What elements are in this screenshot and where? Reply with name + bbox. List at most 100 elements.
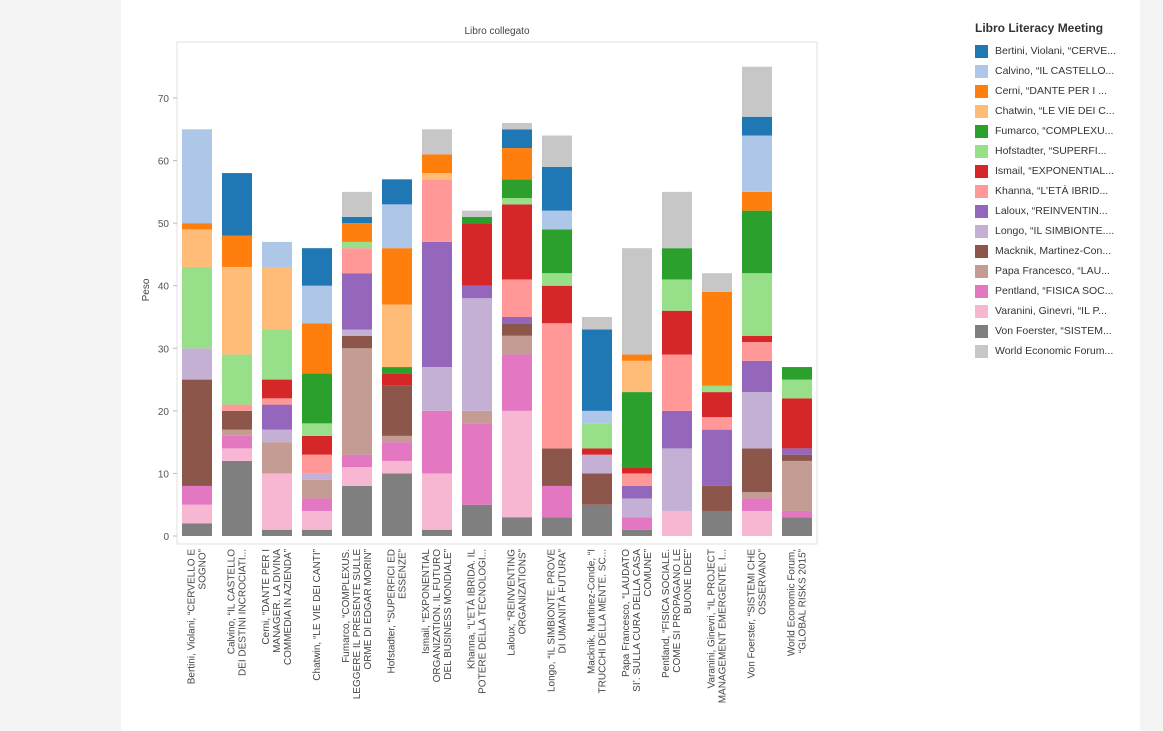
y-tick-label: 20 [158, 407, 170, 418]
legend-label: Khanna, “L’ETÀ IBRID... [995, 185, 1109, 197]
legend-item[interactable]: Papa Francesco, “LAU... [975, 261, 1145, 281]
legend-item[interactable]: Longo, “IL SIMBIONTE.... [975, 221, 1145, 241]
y-tick-label: 30 [158, 344, 170, 355]
bar-segment [342, 335, 372, 349]
bar-segment [782, 398, 812, 449]
legend-swatch [975, 124, 988, 138]
legend-swatch [975, 224, 988, 238]
bar-segment [742, 360, 772, 393]
x-tick-label-line: COME SI PROPAGANO LE [672, 549, 683, 673]
bar-segment [542, 485, 572, 518]
bar-segment [542, 273, 572, 286]
bar-segment [782, 367, 812, 380]
legend-label: Varanini, Ginevri, “IL P... [995, 305, 1107, 317]
bar-segment [382, 373, 412, 386]
x-tick-label-line: Laloux, “REINVENTING [507, 549, 518, 656]
x-tick-label-line: Varanini, Ginevri, “IL PROJECT [707, 549, 718, 688]
x-tick-label: World Economic Forum, “GLOBAL RISKS 2015” [787, 549, 809, 656]
bar-segment [382, 435, 412, 443]
y-axis-label: Peso [141, 278, 152, 301]
bar-segment [422, 473, 452, 530]
legend-item[interactable]: Hofstadter, “SUPERFI... [975, 141, 1145, 161]
bar-segment [302, 435, 332, 455]
bar-segment [582, 317, 612, 330]
bar-segment [262, 429, 292, 443]
bar-segment [742, 116, 772, 136]
bar-segment [342, 329, 372, 336]
bar-segment [182, 348, 212, 380]
x-tick-label-line: COMMEDIA IN AZIENDA” [283, 549, 294, 665]
bar-segment [622, 354, 652, 361]
bar-segment [742, 448, 772, 493]
bar-segment [582, 473, 612, 505]
legend-item[interactable]: Cerni, “DANTE PER I ... [975, 81, 1145, 101]
bar-segment [382, 367, 412, 374]
bar-segment [222, 435, 252, 449]
bar-segment [222, 429, 252, 436]
x-tick-label: Bertini, Violani, “CERVELLO E SOGNO” [187, 549, 209, 685]
bar-segment [382, 473, 412, 536]
bar-segment [422, 179, 452, 242]
legend-swatch [975, 84, 988, 98]
legend-item[interactable]: World Economic Forum... [975, 341, 1145, 361]
legend-label: Calvino, “IL CASTELLO... [995, 65, 1115, 77]
legend-item[interactable]: Von Foerster, “SISTEM... [975, 321, 1145, 341]
bar-segment [222, 448, 252, 461]
bar-segment [782, 448, 812, 455]
bar-segment [502, 354, 532, 411]
x-tick-label-line: OSSERVANO” [758, 549, 769, 615]
legend-item[interactable]: Macknik, Martinez-Con... [975, 241, 1145, 261]
x-tick-label: Papa Francesco, “LAUDATO SI’. SULLA CURA … [621, 549, 654, 692]
bar-segment [462, 423, 492, 505]
bar-segment [502, 279, 532, 317]
legend-item[interactable]: Laloux, “REINVENTIN... [975, 201, 1145, 221]
bar-segment [582, 504, 612, 536]
bar-segment [742, 273, 772, 336]
bar-segment [502, 204, 532, 280]
x-tick-label-line: TRUCCHI DELLA MENTE. SC... [598, 549, 609, 693]
bar-segment [702, 291, 732, 386]
bar-segment [542, 210, 572, 230]
legend-swatch [975, 44, 988, 58]
bar-segment [222, 460, 252, 536]
legend-item[interactable]: Varanini, Ginevri, “IL P... [975, 301, 1145, 321]
bar-segment [622, 529, 652, 536]
bar-segment [502, 335, 532, 355]
legend-item[interactable]: Khanna, “L’ETÀ IBRID... [975, 181, 1145, 201]
legend-item[interactable]: Chatwin, “LE VIE DEI C... [975, 101, 1145, 121]
bar-segment [422, 129, 452, 155]
bar-segment [622, 485, 652, 499]
bar-segment [262, 241, 292, 267]
legend-label: World Economic Forum... [995, 345, 1114, 357]
bar-segment [742, 492, 772, 499]
bar-segment [182, 129, 212, 224]
bar-segment [462, 210, 492, 217]
bar-segment [622, 473, 652, 486]
x-tick-label-line: BUONE IDEE” [683, 549, 694, 614]
y-tick-label: 0 [163, 532, 169, 543]
legend-item[interactable]: Pentland, “FISICA SOC... [975, 281, 1145, 301]
legend-item[interactable]: Bertini, Violani, “CERVE... [975, 41, 1145, 61]
bar-segment [262, 404, 292, 430]
x-tick-label: Longo, “IL SIMBIONTE. PROVE DI UMANITÀ FU… [547, 549, 569, 692]
legend-item[interactable]: Calvino, “IL CASTELLO... [975, 61, 1145, 81]
bar-segment [542, 135, 572, 167]
bar-segment [782, 379, 812, 399]
bar-segment [502, 148, 532, 180]
x-tick-label: Chatwin, “LE VIE DEI CANTI” [312, 549, 323, 681]
bar-segment [742, 191, 772, 211]
bar-segment [342, 454, 372, 468]
x-tick-label: Cerni, “DANTE PER I MANAGER. LA DIVINA COM… [261, 549, 294, 665]
bar-segment [462, 285, 492, 299]
bar-segment [462, 216, 492, 224]
bar-segment [422, 154, 452, 174]
legend-item[interactable]: Ismail, “EXPONENTIAL... [975, 161, 1145, 181]
bar-segment [662, 310, 692, 355]
legend-item[interactable]: Fumarco, “COMPLEXU... [975, 121, 1145, 141]
bar-segment [622, 360, 652, 393]
x-tick-label-line: Von Foerster, “SISTEMI CHE [747, 549, 758, 679]
legend-swatch [975, 184, 988, 198]
x-tick-label-line: MANAGEMENT EMERGENTE. I... [718, 549, 729, 703]
bar-segment [422, 410, 452, 474]
x-tick-label: Ismail, “EXPONENTIAL ORGANIZATION. IL FUT… [421, 549, 454, 683]
